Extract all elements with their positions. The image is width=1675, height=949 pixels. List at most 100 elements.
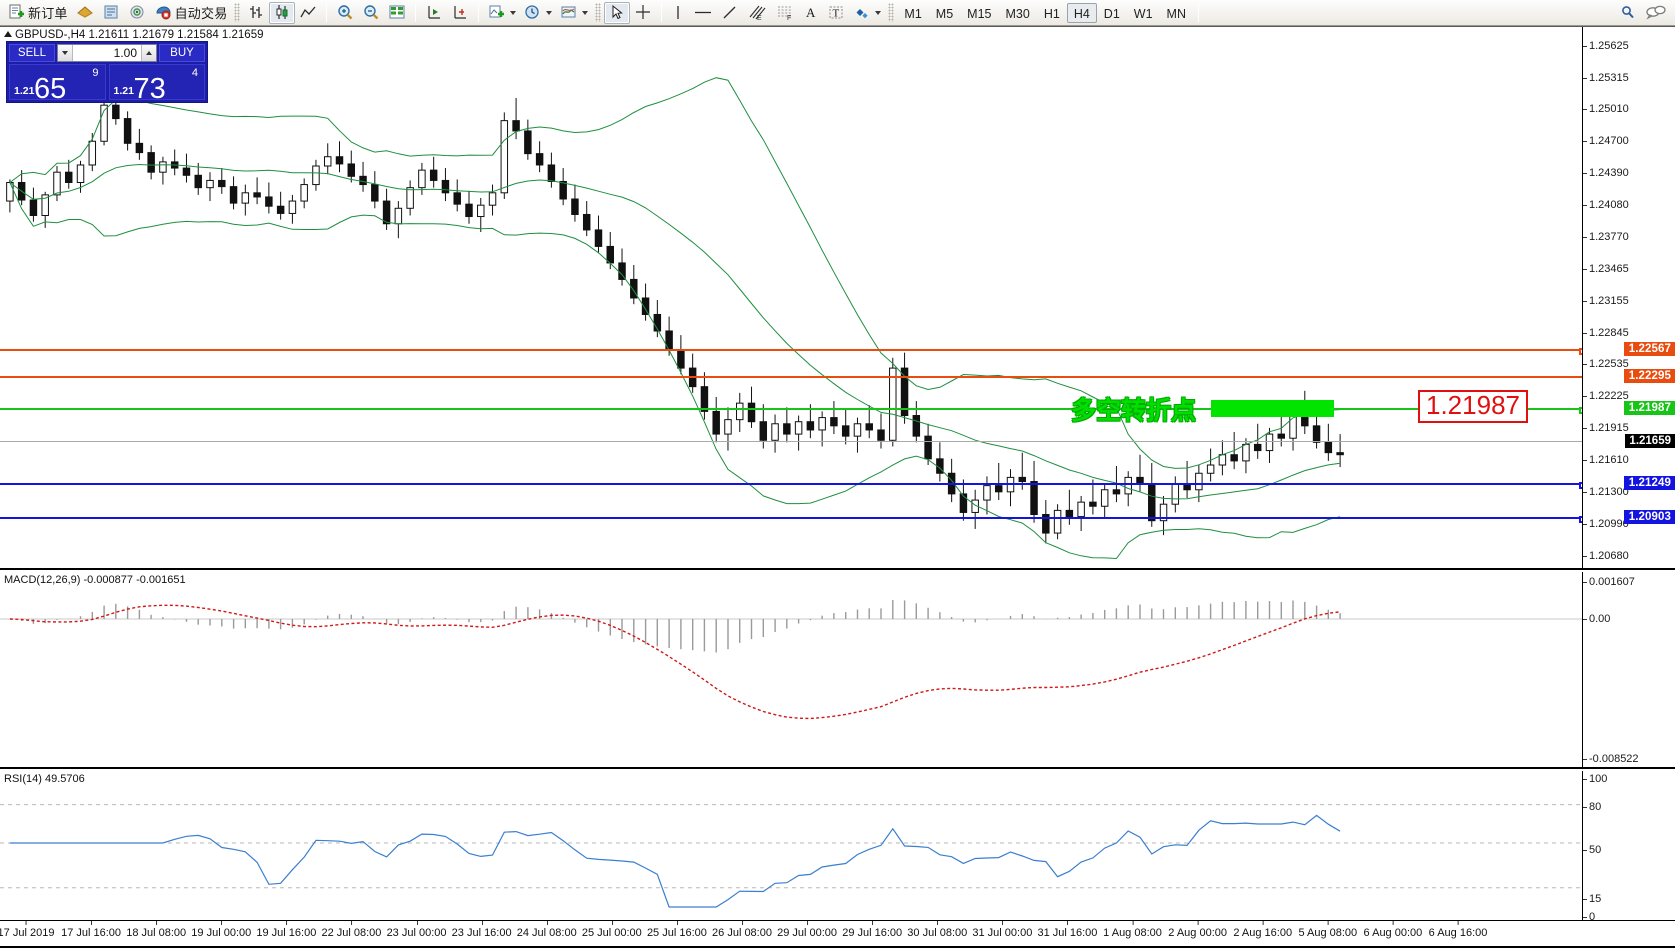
search-button[interactable] <box>1615 2 1641 24</box>
price-axis[interactable]: 1.22567 1.22295 1.21987 1.21659 1.21249 … <box>1582 27 1675 568</box>
ask-quote[interactable]: 1.21 73 4 <box>108 64 205 104</box>
level-label-support-1[interactable]: 1.21249 <box>1623 476 1675 490</box>
timeframe-mn[interactable]: MN <box>1166 6 1186 21</box>
bar-chart-button[interactable] <box>243 2 269 24</box>
shapes-button[interactable] <box>849 2 885 24</box>
indicators-button[interactable] <box>484 2 520 24</box>
crosshair-icon <box>636 5 651 19</box>
time-tick-0: 17 Jul 2019 <box>0 921 54 939</box>
equidistant-channel-button[interactable]: E <box>743 2 771 24</box>
zoom-out-button[interactable] <box>358 2 384 24</box>
volume-stepper[interactable]: 1.00 <box>57 44 157 62</box>
volume-increase-button[interactable] <box>141 45 156 61</box>
text-button[interactable]: T <box>823 2 849 24</box>
timeframe-h4[interactable]: H4 <box>1066 2 1097 23</box>
price-tick-1: 1.25315 <box>1583 71 1629 84</box>
price-pane[interactable]: GBPUSD-,H4 1.21611 1.21679 1.21584 1.216… <box>0 27 1675 570</box>
level-line-support-1[interactable] <box>0 482 1582 489</box>
time-tick-4: 19 Jul 16:00 <box>256 921 317 939</box>
autotrading-button[interactable]: 自动交易 <box>150 2 232 24</box>
level-line-resistance-2[interactable] <box>0 376 1582 378</box>
one-click-trading-panel[interactable]: SELL 1.00 BUY 1.21 65 9 <box>6 41 208 104</box>
level-handle[interactable] <box>1579 407 1582 414</box>
macd-pane[interactable]: MACD(12,26,9) -0.000877 -0.001651 0.0016… <box>0 572 1675 769</box>
timeframe-m1[interactable]: M1 <box>904 6 922 21</box>
price-tick-6: 1.23770 <box>1583 231 1629 244</box>
timeframe-m30[interactable]: M30 <box>1005 6 1030 21</box>
collapse-triangle-icon[interactable] <box>4 31 12 37</box>
timeframe-m15[interactable]: M15 <box>967 6 992 21</box>
buy-button[interactable]: BUY <box>159 44 205 62</box>
navigator-button[interactable] <box>124 2 150 24</box>
vertical-line-button[interactable] <box>667 2 689 24</box>
price-tick-2: 1.25010 <box>1583 103 1629 116</box>
timeframe-m5[interactable]: M5 <box>935 6 954 21</box>
price-tick-16: 1.20680 <box>1583 549 1629 562</box>
price-callout[interactable]: 1.21987 <box>1418 390 1528 424</box>
time-tick-16: 31 Jul 16:00 <box>1037 921 1098 939</box>
macd-plot[interactable]: MACD(12,26,9) -0.000877 -0.001651 <box>0 572 1582 767</box>
time-tick-22: 6 Aug 16:00 <box>1428 921 1488 939</box>
highlight-rectangle[interactable] <box>1211 400 1334 417</box>
rsi-tick-0: 0 <box>1582 911 1596 923</box>
level-line-pivot[interactable] <box>0 407 1582 414</box>
time-axis: 17 Jul 2019 17 Jul 16:00 18 Jul 08:00 19 Ju… <box>0 920 1675 946</box>
data-window-button[interactable] <box>98 2 124 24</box>
bid-prefix: 1.21 <box>14 85 35 97</box>
chat-button[interactable] <box>1641 2 1671 24</box>
templates-button[interactable] <box>556 2 592 24</box>
rsi-tick-100: 100 <box>1582 773 1608 785</box>
shapes-chevron-down-icon[interactable] <box>875 10 882 15</box>
candlestick-chart-button[interactable] <box>269 1 296 24</box>
data-window-icon <box>104 5 118 19</box>
time-tick-15: 31 Jul 00:00 <box>972 921 1033 939</box>
expert-advisors-button[interactable] <box>72 2 98 24</box>
level-label-resistance-2[interactable]: 1.22295 <box>1623 369 1675 383</box>
new-order-label: 新订单 <box>28 6 68 21</box>
bid-quote[interactable]: 1.21 65 9 <box>9 64 106 104</box>
level-line-resistance-1[interactable] <box>0 348 1582 355</box>
timeframe-h1[interactable]: H1 <box>1043 6 1060 21</box>
templates-chevron-down-icon[interactable] <box>582 10 589 15</box>
price-tick-4: 1.24390 <box>1583 167 1629 180</box>
expert-advisors-icon <box>76 6 93 18</box>
cursor-button[interactable] <box>604 1 631 24</box>
level-label-pivot[interactable]: 1.21987 <box>1623 401 1675 415</box>
level-label-resistance-1[interactable]: 1.22567 <box>1623 342 1675 356</box>
indicators-chevron-down-icon[interactable] <box>510 10 517 15</box>
time-tick-18: 2 Aug 00:00 <box>1168 921 1227 939</box>
toolbar-separator-1 <box>326 3 328 22</box>
rsi-plot[interactable]: RSI(14) 49.5706 <box>0 771 1582 946</box>
macd-tick-top: 0.001607 <box>1583 576 1635 588</box>
chart-shift-button[interactable] <box>421 2 447 24</box>
period-button[interactable] <box>520 2 556 24</box>
zoom-in-button[interactable] <box>332 2 358 24</box>
level-label-support-2[interactable]: 1.20903 <box>1623 510 1675 524</box>
chart-area[interactable]: GBPUSD-,H4 1.21611 1.21679 1.21584 1.216… <box>0 26 1675 949</box>
price-tick-3: 1.24700 <box>1583 135 1629 148</box>
auto-scroll-button[interactable] <box>447 2 473 24</box>
line-chart-button[interactable] <box>295 2 321 24</box>
text-label-button[interactable]: A <box>799 2 823 24</box>
timeframe-w1[interactable]: W1 <box>1133 6 1153 21</box>
rsi-pane[interactable]: RSI(14) 49.5706 100 80 50 15 0 17 Jul 20… <box>0 771 1675 948</box>
volume-value[interactable]: 1.00 <box>113 46 137 60</box>
level-handle[interactable] <box>1579 482 1582 489</box>
time-tick-21: 6 Aug 00:00 <box>1363 921 1423 939</box>
time-tick-19: 2 Aug 16:00 <box>1233 921 1293 939</box>
horizontal-line-button[interactable] <box>689 2 717 24</box>
new-order-button[interactable]: 新订单 <box>4 2 72 24</box>
sell-button[interactable]: SELL <box>9 44 55 62</box>
level-handle[interactable] <box>1579 348 1582 355</box>
fibonacci-button[interactable]: F <box>771 2 799 24</box>
volume-decrease-button[interactable] <box>58 45 73 61</box>
trendline-button[interactable] <box>717 2 743 24</box>
crosshair-button[interactable] <box>630 2 656 24</box>
price-plot[interactable]: GBPUSD-,H4 1.21611 1.21679 1.21584 1.216… <box>0 27 1582 568</box>
market-watch-button[interactable] <box>384 2 410 24</box>
level-line-support-2[interactable] <box>0 516 1582 523</box>
level-handle[interactable] <box>1579 516 1582 523</box>
timeframe-d1[interactable]: D1 <box>1103 6 1120 21</box>
chart-annotation-text[interactable]: 多空转折点 <box>1071 397 1197 425</box>
period-chevron-down-icon[interactable] <box>546 10 553 15</box>
